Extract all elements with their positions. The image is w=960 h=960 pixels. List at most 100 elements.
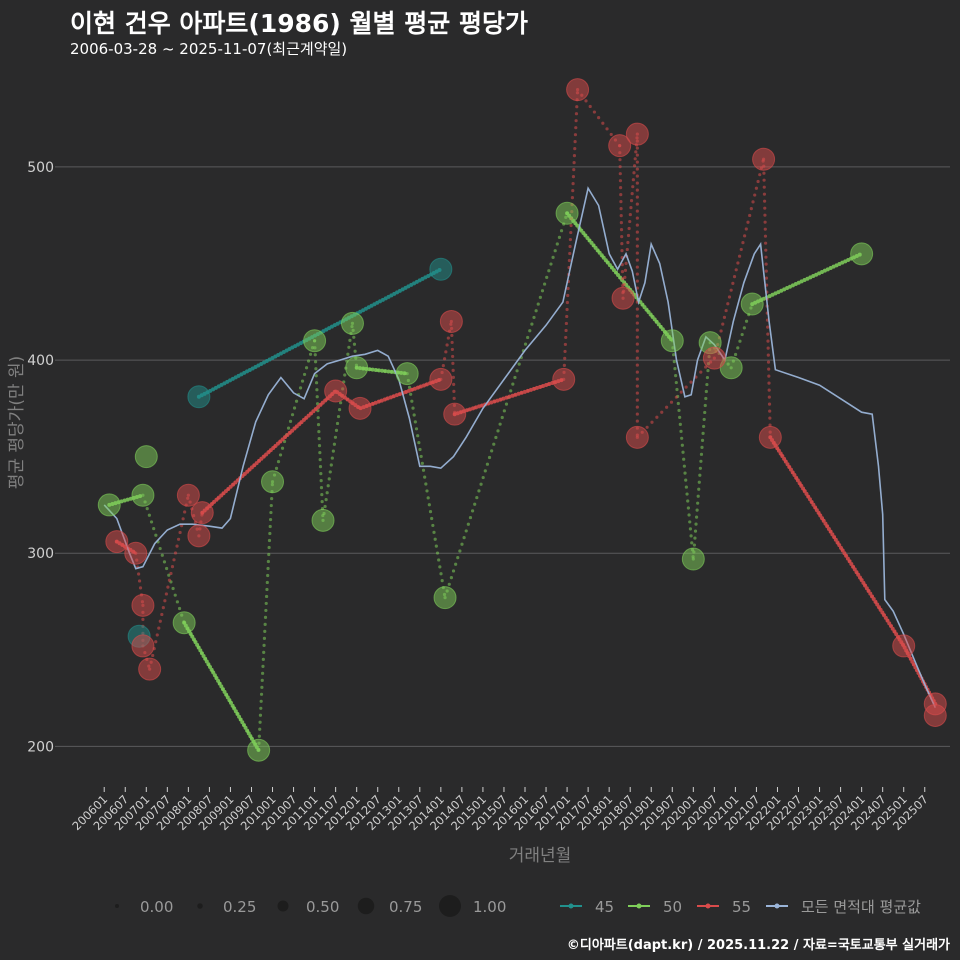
series-55-point	[324, 379, 348, 403]
size-legend-label: 1.00	[473, 898, 506, 916]
series-55-trend-line	[452, 377, 566, 417]
series-50-dotted-path	[257, 480, 275, 752]
series-55-trend-line	[768, 435, 938, 706]
series-55-point	[138, 657, 162, 681]
series-45-point	[187, 385, 211, 409]
y-axis-title: 평균 평당가(만 원)	[7, 356, 27, 490]
series-55-dotted-path	[148, 493, 190, 671]
series-55-point	[187, 524, 211, 548]
series-55-point	[105, 530, 129, 554]
source-caption: ©디아파트(dapt.kr) / 2025.11.22 / 자료=국토교통부 실…	[566, 938, 950, 953]
series-55-point	[892, 634, 916, 658]
series-55-point	[348, 396, 372, 420]
series-50-trend-line	[565, 211, 675, 343]
legend-layer: 0.00 0.25 0.50 0.75 1.00 45 50 55 모든 면적대 평균값	[115, 895, 921, 917]
series-50-point	[340, 311, 364, 335]
series-50-dotted-path	[405, 371, 447, 600]
series-55-point	[190, 501, 214, 525]
size-legend-label: 0.50	[306, 898, 339, 916]
x-axis-title: 거래년월	[509, 846, 572, 866]
size-legend-label: 0.00	[140, 898, 173, 916]
series-50-point	[131, 483, 155, 507]
color-legend-label: 모든 면적대 평균값	[801, 898, 921, 916]
color-legend-dot	[636, 903, 642, 909]
series-55-point	[443, 402, 467, 426]
series-55-point	[702, 346, 726, 370]
series-50-point	[134, 445, 158, 469]
series-55-point	[758, 425, 782, 449]
y-tick-label: 300	[27, 546, 54, 562]
series-50-point	[172, 611, 196, 635]
series-55-dotted-path	[618, 144, 625, 300]
series-55-point	[131, 634, 155, 658]
series-45-point	[429, 257, 453, 281]
series-55-point	[439, 309, 463, 333]
series-55-point	[752, 147, 776, 171]
series-55-dotted-path	[562, 88, 580, 381]
series-55-dotted-path	[635, 356, 716, 439]
trend-layer	[107, 88, 938, 753]
size-legend-circle	[357, 897, 375, 915]
size-legend-circle	[277, 900, 289, 912]
series-55-point	[625, 122, 649, 146]
color-legend-label: 55	[732, 898, 751, 916]
average-line	[103, 186, 937, 709]
color-legend-dot	[774, 903, 780, 909]
series-55-point	[625, 425, 649, 449]
y-tick-label: 400	[27, 353, 54, 369]
series-50-dotted-path	[313, 339, 325, 522]
average-line-layer	[103, 186, 937, 709]
chart-title: 이현 건우 아파트(1986) 월별 평균 평당가	[70, 9, 528, 38]
series-55-dotted-path	[712, 157, 766, 360]
series-50-point	[555, 201, 579, 225]
series-50-point	[311, 508, 335, 532]
grid-layer	[55, 166, 950, 747]
point-layer	[97, 78, 947, 762]
series-50-trend-line	[182, 620, 261, 753]
size-legend-label: 0.25	[223, 898, 256, 916]
series-50-dotted-path	[270, 339, 317, 484]
y-tick-label: 200	[27, 739, 54, 755]
series-50-point	[345, 356, 369, 380]
series-55-dotted-path	[449, 319, 457, 416]
series-50-point	[850, 242, 874, 266]
y-tick-label: 500	[27, 160, 54, 176]
series-55-dotted-path	[621, 132, 639, 300]
series-55-point	[611, 286, 635, 310]
axis-layer: 2003004005002006012006072007012007072008…	[7, 160, 931, 866]
color-legend-dot	[568, 903, 574, 909]
series-55-point	[429, 367, 453, 391]
series-50-point	[303, 329, 327, 353]
series-50-point	[681, 547, 705, 571]
series-55-trend-line	[200, 377, 443, 515]
series-50-point	[247, 738, 271, 762]
series-50-dotted-path	[321, 321, 355, 522]
series-55-point	[131, 593, 155, 617]
series-50-dotted-path	[670, 339, 695, 561]
series-50-dotted-path	[691, 341, 712, 561]
series-50-point	[740, 292, 764, 316]
chart-subtitle: 2006-03-28 ~ 2025-11-07(최근계약일)	[70, 40, 348, 58]
color-legend-dot	[705, 903, 711, 909]
size-legend-circle	[115, 904, 119, 908]
series-50-point	[660, 329, 684, 353]
series-55-point	[552, 367, 576, 391]
series-50-point	[433, 586, 457, 610]
series-50-dotted-path	[141, 493, 186, 625]
color-legend-label: 50	[663, 898, 682, 916]
series-50-point	[97, 493, 121, 517]
series-55-dotted-path	[575, 88, 622, 148]
series-50-trend-line	[750, 251, 864, 307]
series-50-dotted-path	[443, 211, 569, 600]
size-legend-circle	[197, 903, 203, 909]
series-55-point	[566, 78, 590, 102]
series-55-point	[923, 703, 947, 727]
color-legend-label: 45	[595, 898, 614, 916]
size-legend-circle	[439, 895, 461, 917]
series-55-point	[176, 483, 200, 507]
series-50-point	[261, 470, 285, 494]
size-legend-label: 0.75	[389, 898, 422, 916]
series-55-point	[608, 134, 632, 158]
series-50-point	[395, 362, 419, 386]
